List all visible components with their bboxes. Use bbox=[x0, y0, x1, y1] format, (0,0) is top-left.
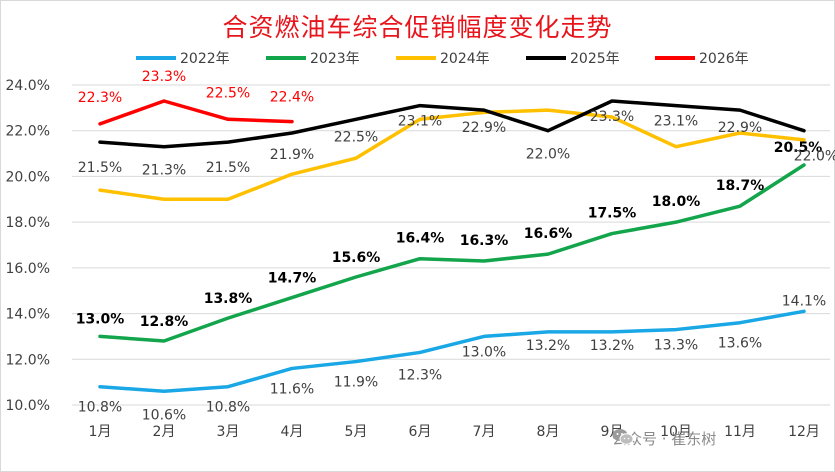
series-line bbox=[98, 309, 806, 394]
data-label: 13.0% bbox=[76, 311, 125, 327]
chart-title: 合资燃油车综合促销幅度变化走势 bbox=[222, 13, 613, 42]
x-tick-label: 12月 bbox=[788, 424, 820, 440]
data-label: 10.6% bbox=[142, 407, 186, 423]
watermark: 公众号 · 崔东树 bbox=[612, 428, 716, 449]
series-line bbox=[98, 163, 806, 343]
x-tick-label: 3月 bbox=[217, 424, 240, 440]
data-label: 22.4% bbox=[270, 90, 314, 106]
x-tick-label: 5月 bbox=[345, 424, 368, 440]
data-label: 10.8% bbox=[206, 400, 250, 416]
series-line bbox=[98, 99, 806, 149]
y-tick-label: 12.0% bbox=[6, 352, 50, 368]
data-label: 13.0% bbox=[462, 344, 506, 360]
data-label: 22.5% bbox=[334, 129, 378, 145]
series-lines bbox=[98, 99, 806, 394]
wechat-icon bbox=[612, 429, 634, 445]
data-label: 10.8% bbox=[78, 400, 122, 416]
data-label: 18.7% bbox=[716, 178, 765, 194]
data-label: 12.3% bbox=[398, 367, 442, 383]
y-tick-label: 24.0% bbox=[6, 78, 50, 94]
x-axis: 1月 2月 3月 4月 5月 6月 7月 8月 9月 10月 11月 12月 bbox=[89, 424, 820, 440]
data-label: 21.3% bbox=[142, 163, 186, 179]
y-tick-label: 10.0% bbox=[6, 398, 50, 414]
data-label: 16.4% bbox=[396, 231, 445, 247]
legend-label: 2023年 bbox=[310, 51, 360, 67]
x-tick-label: 10月 bbox=[660, 424, 692, 440]
data-label: 11.6% bbox=[270, 381, 314, 397]
data-label: 11.9% bbox=[334, 375, 378, 391]
y-tick-label: 22.0% bbox=[6, 124, 50, 140]
y-tick-label: 14.0% bbox=[6, 307, 50, 323]
series-line bbox=[98, 99, 294, 126]
data-label: 23.3% bbox=[590, 109, 634, 125]
x-tick-label: 11月 bbox=[724, 424, 756, 440]
gridlines bbox=[72, 84, 830, 406]
data-label: 21.5% bbox=[206, 160, 250, 176]
x-tick-label: 7月 bbox=[473, 424, 496, 440]
legend-label: 2025年 bbox=[570, 51, 620, 67]
data-label: 22.5% bbox=[206, 85, 250, 101]
legend-label: 2022年 bbox=[180, 51, 230, 67]
series-line bbox=[98, 108, 806, 202]
x-tick-label: 8月 bbox=[537, 424, 560, 440]
data-label: 13.3% bbox=[654, 338, 698, 354]
data-label: 22.0% bbox=[794, 149, 835, 165]
x-tick-label: 6月 bbox=[409, 424, 432, 440]
data-label: 17.5% bbox=[588, 206, 637, 222]
data-label: 20.5% bbox=[774, 140, 823, 156]
data-label: 23.1% bbox=[654, 114, 698, 130]
legend-label: 2026年 bbox=[699, 51, 749, 67]
data-label: 13.2% bbox=[526, 338, 570, 354]
data-label: 12.8% bbox=[140, 314, 189, 330]
data-labels: 10.8% 10.6% 10.8% 11.6% 11.9% 12.3% 13.0% 13.2%… bbox=[76, 69, 835, 423]
data-label: 14.7% bbox=[268, 271, 317, 287]
x-tick-label: 4月 bbox=[281, 424, 304, 440]
data-label: 22.9% bbox=[462, 120, 506, 136]
y-tick-label: 18.0% bbox=[6, 215, 50, 231]
data-label: 18.0% bbox=[652, 194, 701, 210]
data-label: 13.8% bbox=[204, 291, 253, 307]
data-label: 21.5% bbox=[78, 160, 122, 176]
data-label: 13.6% bbox=[718, 336, 762, 352]
legend-label: 2024年 bbox=[440, 51, 490, 67]
data-label: 13.2% bbox=[590, 338, 634, 354]
data-label: 23.3% bbox=[142, 69, 186, 85]
x-tick-label: 1月 bbox=[89, 424, 112, 440]
y-axis: 10.0% 12.0% 14.0% 16.0% 18.0% 20.0% 22.0% 24.0% bbox=[6, 78, 50, 414]
watermark-text: 公众号 · 崔东树 bbox=[612, 430, 717, 448]
data-label: 22.3% bbox=[78, 90, 122, 106]
x-tick-label: 2月 bbox=[153, 424, 176, 440]
data-label: 22.9% bbox=[718, 120, 762, 136]
data-label: 15.6% bbox=[332, 250, 381, 266]
data-label: 16.6% bbox=[524, 226, 573, 242]
y-tick-label: 16.0% bbox=[6, 261, 50, 277]
legend: 2022年 2023年 2024年 2025年 2026年 bbox=[136, 51, 749, 67]
data-label: 21.9% bbox=[270, 147, 314, 163]
data-label: 23.1% bbox=[398, 114, 442, 130]
data-label: 22.0% bbox=[526, 147, 570, 163]
data-label: 14.1% bbox=[782, 293, 826, 309]
y-tick-label: 20.0% bbox=[6, 169, 50, 185]
data-label: 16.3% bbox=[460, 233, 509, 249]
